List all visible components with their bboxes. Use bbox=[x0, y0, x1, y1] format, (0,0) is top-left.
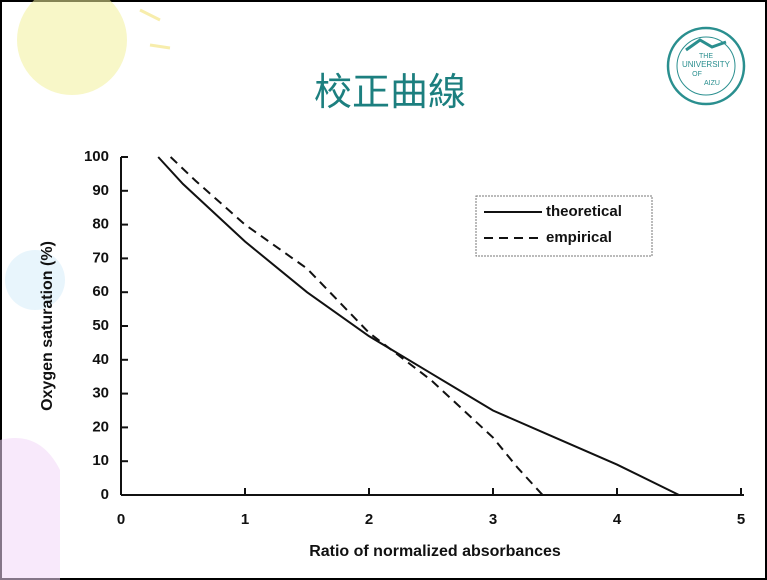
x-tick-label: 2 bbox=[365, 511, 373, 528]
y-tick-label: 20 bbox=[92, 418, 109, 435]
legend-label: empirical bbox=[546, 229, 612, 246]
x-tick-label: 0 bbox=[117, 511, 125, 528]
x-tick-label: 4 bbox=[613, 511, 622, 528]
y-axis-label: Oxygen saturation (%) bbox=[39, 241, 56, 411]
x-axis-label: Ratio of normalized absorbances bbox=[309, 543, 561, 560]
y-tick-label: 90 bbox=[92, 182, 109, 199]
y-tick-label: 100 bbox=[84, 148, 109, 165]
x-tick-label: 3 bbox=[489, 511, 497, 528]
logo-text: AIZU bbox=[704, 80, 720, 87]
legend-label: theoretical bbox=[546, 203, 622, 220]
chart-title: 校正曲線 bbox=[314, 72, 466, 114]
slide: THE UNIVERSITY OF AIZU 校正曲線 Ratio of nor… bbox=[0, 0, 767, 580]
y-tick-label: 0 bbox=[101, 486, 109, 503]
y-tick-label: 60 bbox=[92, 283, 109, 300]
logo-text: THE bbox=[699, 53, 713, 60]
y-tick-label: 30 bbox=[92, 385, 109, 402]
logo-text: OF bbox=[692, 71, 702, 78]
chart: THE UNIVERSITY OF AIZU 校正曲線 Ratio of nor… bbox=[0, 0, 767, 580]
x-tick-label: 5 bbox=[737, 511, 745, 528]
y-tick-label: 10 bbox=[92, 452, 109, 469]
y-tick-label: 80 bbox=[92, 216, 109, 233]
y-tick-label: 50 bbox=[92, 317, 109, 334]
x-tick-label: 1 bbox=[241, 511, 249, 528]
y-tick-label: 40 bbox=[92, 351, 109, 368]
logo: THE UNIVERSITY OF AIZU bbox=[668, 28, 744, 104]
y-tick-label: 70 bbox=[92, 249, 109, 266]
logo-text: UNIVERSITY bbox=[682, 60, 731, 69]
